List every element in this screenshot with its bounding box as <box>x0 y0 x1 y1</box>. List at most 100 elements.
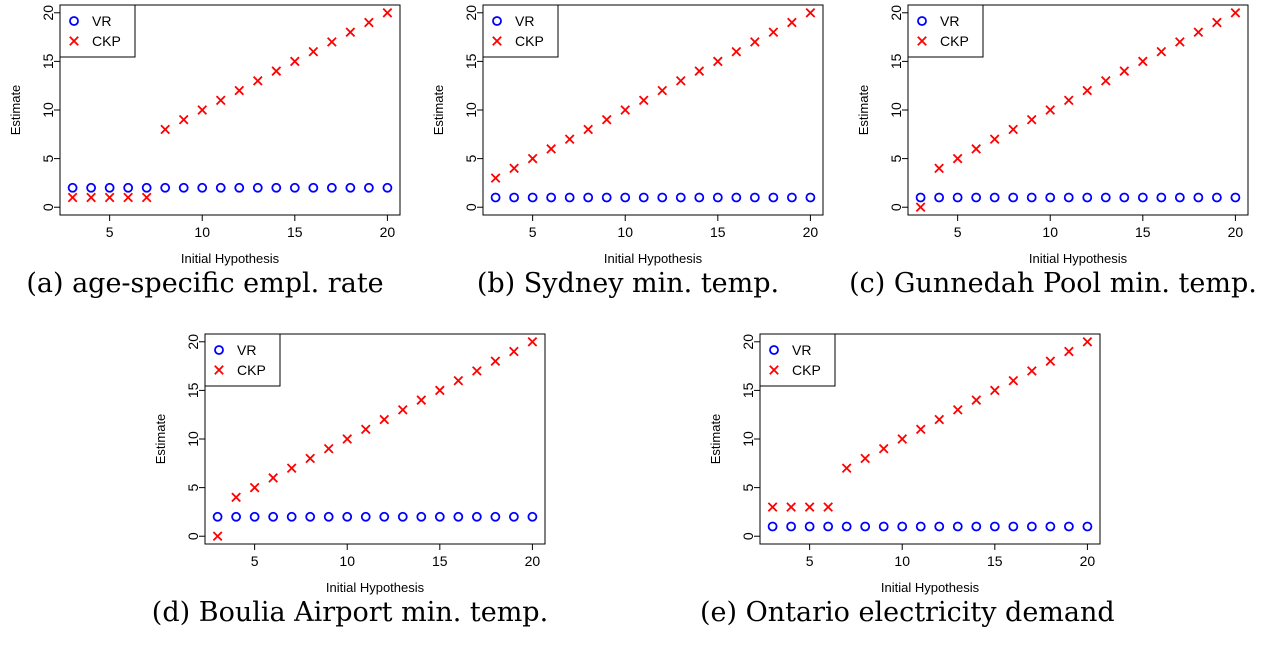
ckp-point <box>841 463 852 474</box>
ckp-point <box>657 85 668 96</box>
ckp-point <box>860 453 871 464</box>
ckp-point <box>694 66 705 76</box>
vr-point <box>934 521 945 532</box>
caption-a: (a) age-specific empl. rate <box>26 268 384 299</box>
legend-label: CKP <box>92 33 121 49</box>
ckp-point <box>546 144 556 154</box>
vr-point <box>1230 192 1241 203</box>
ckp-point <box>989 134 1000 145</box>
vr-point <box>249 511 260 522</box>
vr-point <box>1008 521 1019 532</box>
ckp-point <box>379 414 390 425</box>
x-tick-label: 15 <box>710 224 726 240</box>
ckp-point <box>638 95 649 106</box>
legend-label: CKP <box>237 362 266 378</box>
legend-marker-ckp <box>769 365 779 375</box>
ckp-point <box>804 502 815 512</box>
legend-box <box>59 4 136 58</box>
vr-point <box>1008 192 1019 203</box>
legend-marker-ckp <box>917 36 927 46</box>
x-tick-label: 15 <box>287 224 303 240</box>
ckp-point <box>1027 366 1037 376</box>
ckp-point <box>989 385 1000 396</box>
ckp-point <box>249 482 260 493</box>
ckp-point <box>123 192 133 203</box>
legend-marker-ckp <box>214 365 224 375</box>
vr-point <box>1045 521 1056 532</box>
y-tick-label: 15 <box>185 382 201 398</box>
x-tick-label: 10 <box>894 553 910 569</box>
vr-point <box>231 511 242 522</box>
vr-point <box>1026 521 1037 532</box>
ckp-point <box>490 173 501 183</box>
vr-point <box>490 511 501 522</box>
x-tick-label: 10 <box>617 224 633 240</box>
vr-point <box>786 192 797 203</box>
vr-point <box>197 182 208 193</box>
legend-label: VR <box>92 13 111 29</box>
x-tick-label: 20 <box>1080 553 1096 569</box>
y-tick-label: 0 <box>40 203 56 211</box>
ckp-point <box>197 105 208 115</box>
panel-a: 5 10 15 20 0 5 10 15 20 Initial Hypothesis Estimat… <box>0 0 410 320</box>
x-axis-label: Initial Hypothesis <box>881 580 980 595</box>
legend-label: CKP <box>515 33 544 49</box>
panel-c: 5 10 15 20 0 5 10 15 20 Initial Hypothesis Estimat… <box>848 0 1258 320</box>
x-tick-label: 15 <box>432 553 448 569</box>
vr-point <box>1100 192 1111 203</box>
vr-point <box>1193 192 1204 203</box>
ckp-point <box>382 7 393 18</box>
ckp-point <box>583 124 594 135</box>
vr-point <box>67 182 78 193</box>
y-tick-label: 15 <box>40 53 56 69</box>
vr-point <box>971 521 982 532</box>
ckp-point <box>934 163 944 174</box>
ckp-point <box>897 434 908 444</box>
ckp-point <box>252 75 263 86</box>
vr-point <box>1045 192 1056 203</box>
x-axis-label: Initial Hypothesis <box>181 251 280 266</box>
vr-point <box>1174 192 1185 203</box>
ckp-point <box>1064 346 1074 357</box>
ckp-point <box>1082 336 1093 347</box>
legend-label: CKP <box>940 33 969 49</box>
x-tick-label: 5 <box>106 224 114 240</box>
ckp-point <box>342 434 353 444</box>
ckp-point <box>527 336 538 347</box>
ckp-point <box>271 66 282 76</box>
vr-point <box>141 182 152 193</box>
vr-point <box>731 192 742 203</box>
y-tick-label: 15 <box>740 382 756 398</box>
vr-point <box>768 192 779 203</box>
ckp-point <box>934 414 945 425</box>
x-tick-label: 5 <box>806 553 814 569</box>
x-tick-label: 5 <box>954 224 962 240</box>
vr-point <box>1082 192 1093 203</box>
y-axis-label: Estimate <box>431 85 446 136</box>
vr-point <box>1026 192 1037 203</box>
vr-point <box>804 521 815 532</box>
ckp-point <box>915 424 926 435</box>
ckp-point <box>453 375 464 386</box>
ckp-point <box>286 463 297 474</box>
vr-point <box>104 182 115 193</box>
vr-point <box>546 192 557 203</box>
y-tick-label: 10 <box>40 102 56 118</box>
ckp-point <box>1063 95 1074 106</box>
y-tick-label: 5 <box>888 155 904 163</box>
ckp-point <box>712 56 723 67</box>
ckp-point <box>364 17 374 28</box>
ckp-point <box>1008 124 1019 135</box>
vr-point <box>952 521 963 532</box>
ckp-point <box>915 202 926 213</box>
vr-point <box>123 182 134 193</box>
vr-point <box>1119 192 1130 203</box>
ckp-point <box>1008 375 1019 386</box>
vr-point <box>379 511 390 522</box>
vr-point <box>305 511 316 522</box>
ckp-point <box>360 424 371 435</box>
vr-point <box>342 511 353 522</box>
legend-label: CKP <box>792 362 821 378</box>
x-tick-label: 10 <box>339 553 355 569</box>
x-tick-label: 10 <box>1042 224 1058 240</box>
